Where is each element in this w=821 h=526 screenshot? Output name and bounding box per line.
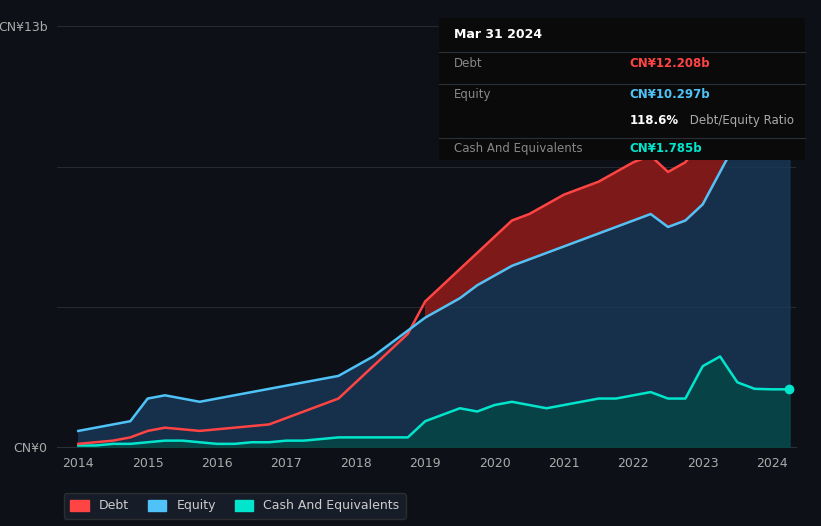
Text: Mar 31 2024: Mar 31 2024 [454,28,542,42]
Text: Debt: Debt [454,57,483,70]
Text: Debt/Equity Ratio: Debt/Equity Ratio [686,114,794,127]
Text: Cash And Equivalents: Cash And Equivalents [454,142,582,155]
Text: CN¥10.297b: CN¥10.297b [629,88,710,101]
Legend: Debt, Equity, Cash And Equivalents: Debt, Equity, Cash And Equivalents [64,493,406,519]
Text: CN¥12.208b: CN¥12.208b [629,57,710,70]
Text: 118.6%: 118.6% [629,114,678,127]
Text: Equity: Equity [454,88,491,101]
Text: CN¥1.785b: CN¥1.785b [629,142,702,155]
